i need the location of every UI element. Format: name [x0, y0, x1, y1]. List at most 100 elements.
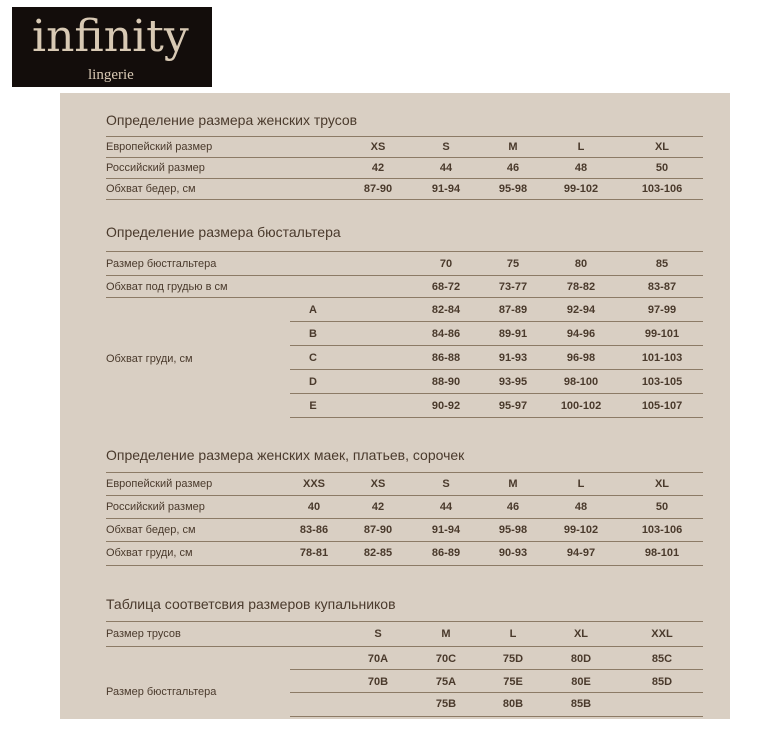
cell-value: 85C [651, 653, 673, 665]
cell-value: 83-87 [647, 281, 677, 293]
cup-label: E [309, 400, 317, 412]
cell-value: 103-106 [641, 183, 683, 195]
cell-value: 44 [439, 162, 453, 174]
cell-value: 42 [371, 162, 385, 174]
divider [290, 345, 703, 346]
logo-wordmark: infinity [32, 11, 189, 62]
row-label: Размер трусов [106, 628, 181, 640]
divider [290, 692, 703, 693]
cell-value: 91-94 [431, 183, 461, 195]
cell-value: 78-81 [299, 547, 329, 559]
divider [106, 157, 703, 158]
cell-value: 94-96 [566, 328, 596, 340]
cell-value: 75E [503, 676, 523, 688]
cell-value: L [577, 141, 585, 153]
divider [106, 297, 703, 298]
logo-tagline: lingerie [88, 67, 134, 83]
cell-value: XXL [651, 628, 673, 640]
cell-value: 44 [439, 501, 453, 513]
row-label: Европейский размер [106, 478, 213, 490]
cell-value: 68-72 [431, 281, 461, 293]
cell-value: M [441, 628, 451, 640]
cell-value: 75B [435, 698, 457, 710]
table-title: Таблица соответсвия размеров купальников [106, 596, 396, 612]
cell-value: S [442, 478, 450, 490]
cell-value: 80E [571, 676, 591, 688]
group-label: Обхват груди, см [106, 353, 193, 365]
cell-value: 103-106 [641, 524, 683, 536]
cell-value: XS [370, 141, 386, 153]
cell-value: 70C [435, 653, 457, 665]
size-chart-panel [60, 93, 730, 719]
cell-value: XS [370, 478, 386, 490]
cell-value: 70B [367, 676, 389, 688]
cell-value: 88-90 [431, 376, 461, 388]
cup-label: B [309, 328, 317, 340]
row-label: Обхват под грудью в см [106, 281, 228, 293]
cell-value: S [374, 628, 382, 640]
cell-value: 100-102 [560, 400, 602, 412]
cell-value: 85B [570, 698, 592, 710]
cell-value: 86-89 [431, 547, 461, 559]
table-title: Определение размера женских трусов [106, 112, 358, 128]
brand-logo: infinity lingerie [12, 7, 212, 87]
divider [290, 669, 703, 670]
divider [290, 716, 703, 717]
cell-value: 50 [655, 501, 669, 513]
divider [106, 495, 703, 496]
cell-value: 83-86 [299, 524, 329, 536]
cell-value: 46 [506, 501, 520, 513]
divider [106, 518, 703, 519]
cell-value: 87-89 [498, 304, 528, 316]
divider [106, 251, 703, 252]
cell-value: 85 [655, 258, 669, 270]
cell-value: XL [573, 628, 589, 640]
cell-value: 91-93 [498, 352, 528, 364]
cell-value: 50 [655, 162, 669, 174]
cell-value: M [508, 478, 518, 490]
cell-value: 94-97 [566, 547, 596, 559]
divider [106, 541, 703, 542]
cell-value: 103-105 [641, 376, 683, 388]
cell-value: 97-99 [647, 304, 677, 316]
cell-value: 99-102 [563, 524, 599, 536]
divider [290, 369, 703, 370]
cell-value: 101-103 [641, 352, 683, 364]
cell-value: 46 [506, 162, 520, 174]
cell-value: 80B [502, 698, 524, 710]
cup-label: A [309, 304, 317, 316]
cell-value: 90-92 [431, 400, 461, 412]
cell-value: 92-94 [566, 304, 596, 316]
cell-value: 96-98 [566, 352, 596, 364]
cell-value: 99-102 [563, 183, 599, 195]
row-label: Российский размер [106, 162, 205, 174]
cell-value: 40 [307, 501, 321, 513]
cell-value: XL [654, 478, 670, 490]
cell-value: L [509, 628, 517, 640]
cell-value: 95-98 [498, 524, 528, 536]
cell-value: 42 [371, 501, 385, 513]
divider [290, 417, 703, 418]
cell-value: 87-90 [363, 524, 393, 536]
divider [106, 646, 703, 647]
divider [106, 565, 703, 566]
row-label: Размер бюстгальтера [106, 258, 217, 270]
cell-value: 73-77 [498, 281, 528, 293]
divider [106, 136, 703, 137]
cell-value: L [577, 478, 585, 490]
row-label: Европейский размер [106, 141, 213, 153]
row-label: Обхват бедер, см [106, 183, 196, 195]
cell-value: 75A [435, 676, 457, 688]
cell-value: 48 [574, 162, 588, 174]
divider [290, 321, 703, 322]
cell-value: XXS [302, 478, 326, 490]
divider [290, 393, 703, 394]
cell-value: 84-86 [431, 328, 461, 340]
cell-value: 98-100 [563, 376, 599, 388]
group-label: Размер бюстгальтера [106, 686, 217, 698]
divider [106, 275, 703, 276]
cup-label: D [309, 376, 317, 388]
cell-value: 90-93 [498, 547, 528, 559]
cell-value: 93-95 [498, 376, 528, 388]
row-label: Обхват бедер, см [106, 524, 196, 536]
